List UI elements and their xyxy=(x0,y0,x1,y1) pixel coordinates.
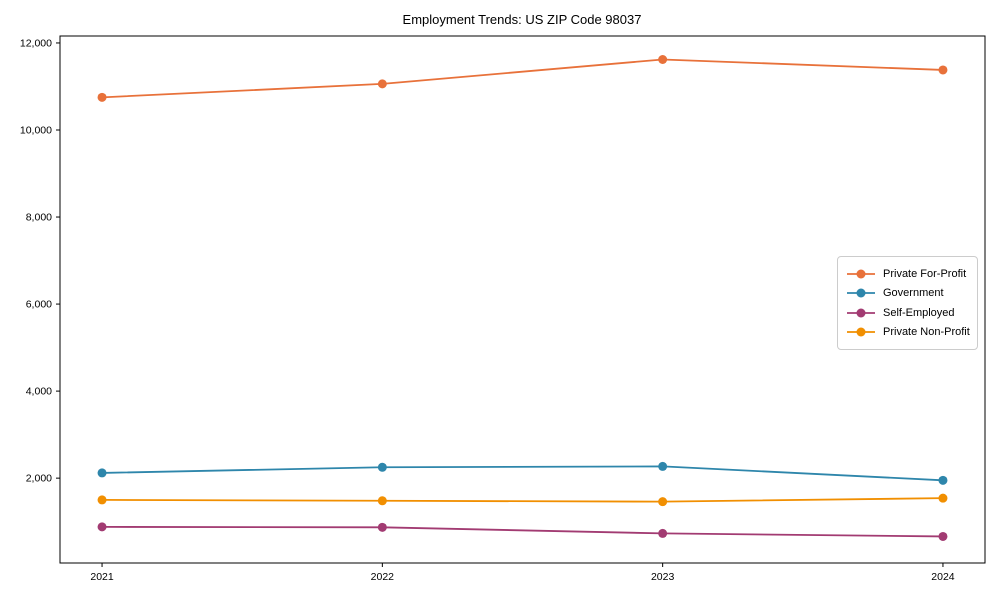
series-line-0 xyxy=(102,58,943,99)
legend-item: Private For-Profit xyxy=(846,264,968,284)
series-marker-3-0 xyxy=(97,495,107,505)
legend-marker-icon xyxy=(847,269,875,279)
series-marker-0-0 xyxy=(97,92,107,102)
x-tick-label: 2022 xyxy=(371,571,395,583)
series-marker-0-2 xyxy=(658,54,668,64)
series-marker-2-3 xyxy=(938,531,948,541)
series-line-2 xyxy=(102,525,943,538)
legend-label: Government xyxy=(883,287,944,300)
legend: Private For-Profit Government Self-Employe… xyxy=(837,256,978,350)
series-marker-0-3 xyxy=(938,65,948,75)
series-marker-1-0 xyxy=(97,468,107,478)
series-marker-2-0 xyxy=(97,522,107,532)
legend-marker-icon xyxy=(847,308,875,318)
legend-marker-icon xyxy=(847,288,875,298)
y-tick-label: 12,000 xyxy=(20,37,52,49)
series-marker-0-1 xyxy=(377,79,387,89)
y-tick-label: 10,000 xyxy=(20,124,52,136)
chart-title: Employment Trends: US ZIP Code 98037 xyxy=(402,12,642,27)
y-tick-label: 8,000 xyxy=(26,212,52,224)
series-line-1 xyxy=(102,465,943,482)
series-marker-2-2 xyxy=(658,528,668,538)
legend-item: Government xyxy=(846,284,968,304)
series-marker-3-2 xyxy=(658,497,668,507)
legend-item: Self-Employed xyxy=(846,303,968,323)
legend-label: Private For-Profit xyxy=(883,267,967,280)
x-tick-label: 2024 xyxy=(931,571,955,583)
legend-label: Self-Employed xyxy=(883,306,955,319)
series-marker-2-1 xyxy=(377,522,387,532)
axes-spines xyxy=(59,35,986,564)
series-marker-3-1 xyxy=(377,496,387,506)
legend-marker-icon xyxy=(847,327,875,337)
legend-label: Private Non-Profit xyxy=(883,326,970,339)
y-tick-label: 6,000 xyxy=(26,299,52,311)
y-tick-label: 2,000 xyxy=(26,473,52,485)
series-marker-1-2 xyxy=(658,461,668,471)
x-tick-label: 2021 xyxy=(90,571,114,583)
y-tick-label: 4,000 xyxy=(26,386,52,398)
legend-item: Private Non-Profit xyxy=(846,323,970,343)
x-tick-label: 2023 xyxy=(651,571,675,583)
series-marker-1-3 xyxy=(938,475,948,485)
series-marker-3-3 xyxy=(938,493,948,503)
series-marker-1-1 xyxy=(377,462,387,472)
series-line-3 xyxy=(102,497,943,503)
